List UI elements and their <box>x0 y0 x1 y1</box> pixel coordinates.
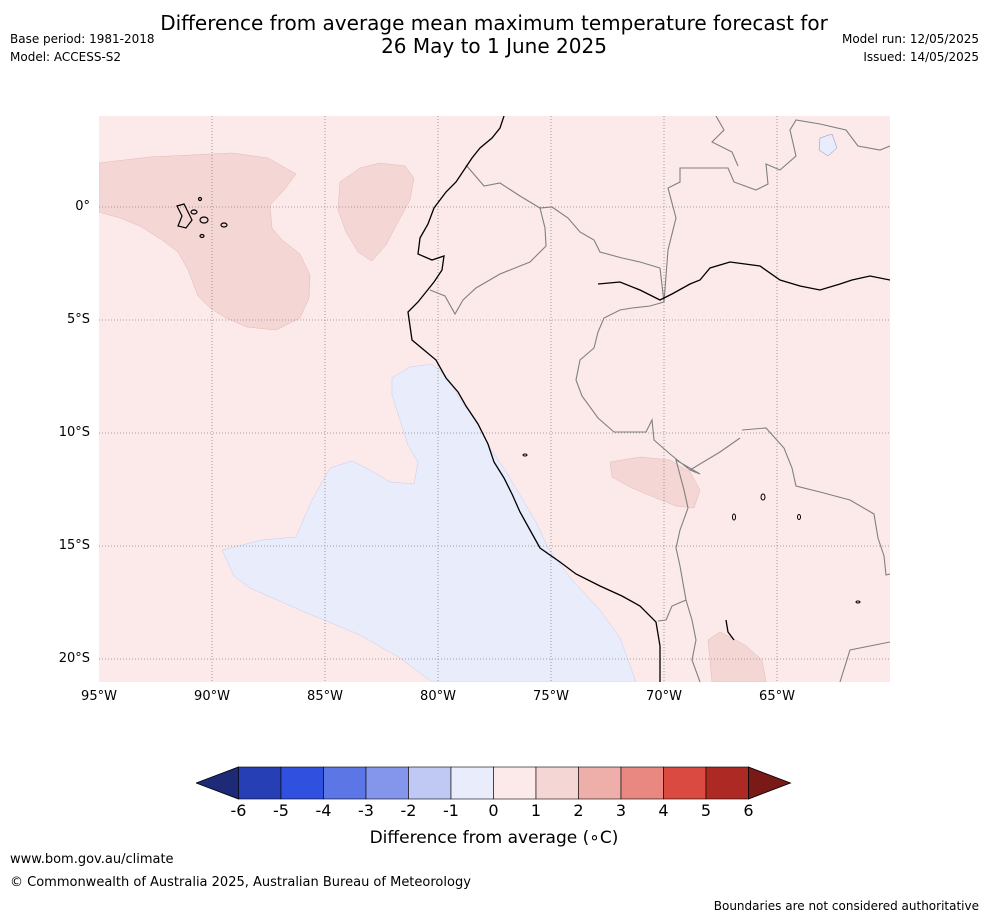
map-title: Difference from average mean maximum tem… <box>0 12 988 58</box>
colorbar-cell <box>450 766 494 800</box>
colorbar-cell <box>578 766 622 800</box>
model-run: Model run: 12/05/2025 <box>841 32 979 46</box>
lat-label-15s: 15°S <box>58 538 90 553</box>
warm-patch-south <box>707 631 767 682</box>
colorbar-cells <box>196 766 792 800</box>
title-line-1: Difference from average mean maximum tem… <box>160 11 828 35</box>
colorbar-tick-label: 6 <box>743 801 754 820</box>
small-lakes <box>522 453 861 604</box>
colorbar-tick-label: 0 <box>488 801 499 820</box>
colorbar <box>196 766 792 800</box>
disclaimer-text: Boundaries are not considered authoritat… <box>713 899 979 913</box>
colorbar-cell <box>705 766 749 800</box>
lat-label-10s: 10°S <box>58 425 90 440</box>
map-area <box>99 116 890 682</box>
colorbar-tick-label: 5 <box>700 801 712 820</box>
graticule <box>99 116 890 682</box>
meta-left: Base period: 1981-2018 Model: ACCESS-S2 <box>10 30 155 66</box>
lat-label-5s: 5°S <box>66 312 90 327</box>
base-period: Base period: 1981-2018 <box>10 32 155 46</box>
lon-label-80w: 80°W <box>420 689 456 704</box>
colorbar-cell <box>535 766 579 800</box>
lat-label-0: 0° <box>75 199 90 214</box>
colorbar-tick-label: 2 <box>573 801 584 820</box>
colorbar-tick-label: 4 <box>658 801 669 820</box>
galapagos-islands <box>176 196 228 239</box>
colorbar-cell <box>323 766 367 800</box>
colorbar-tick-label: 3 <box>615 801 627 820</box>
lat-label-20s: 20°S <box>58 651 90 666</box>
colorbar-cell <box>493 766 537 800</box>
country-borders <box>429 116 890 682</box>
colorbar-tick-label: -1 <box>443 801 459 820</box>
colorbar-extend-low <box>196 766 239 800</box>
website-link[interactable]: www.bom.gov.au/climate <box>10 852 174 867</box>
title-line-2: 26 May to 1 June 2025 <box>381 34 607 58</box>
meta-right: Model run: 12/05/2025 Issued: 14/05/2025 <box>842 30 979 66</box>
colorbar-label: Difference from average (∘C) <box>369 828 619 848</box>
colorbar-tick-label: -2 <box>400 801 417 820</box>
warm-patch-inland <box>609 456 701 509</box>
colorbar-cell <box>408 766 452 800</box>
colorbar-cell <box>365 766 409 800</box>
colorbar-cell <box>238 766 282 800</box>
colorbar-tick-label: -5 <box>273 801 289 820</box>
colorbar-cell <box>280 766 324 800</box>
lon-label-75w: 75°W <box>533 689 569 704</box>
colorbar-cell <box>663 766 707 800</box>
colorbar-tick-label: 1 <box>530 801 542 820</box>
colorbar-tick-label: -3 <box>358 801 374 820</box>
warm-patch-coast <box>337 162 415 262</box>
copyright-text: © Commonwealth of Australia 2025, Austra… <box>10 875 471 890</box>
colorbar-extend-high <box>748 766 792 800</box>
warm-patch-west <box>99 152 311 331</box>
colorbar-tick-label: -6 <box>230 801 247 820</box>
model-name: Model: ACCESS-S2 <box>10 50 122 64</box>
colorbar-tick-label: -4 <box>315 801 332 820</box>
lon-label-70w: 70°W <box>646 689 682 704</box>
colorbar-cell <box>620 766 664 800</box>
lon-label-90w: 90°W <box>194 689 230 704</box>
lon-label-85w: 85°W <box>307 689 343 704</box>
lon-label-65w: 65°W <box>759 689 795 704</box>
lon-label-95w: 95°W <box>81 689 117 704</box>
issued-date: Issued: 14/05/2025 <box>863 50 979 64</box>
coastline <box>407 116 890 682</box>
cool-patch-small <box>818 133 838 157</box>
